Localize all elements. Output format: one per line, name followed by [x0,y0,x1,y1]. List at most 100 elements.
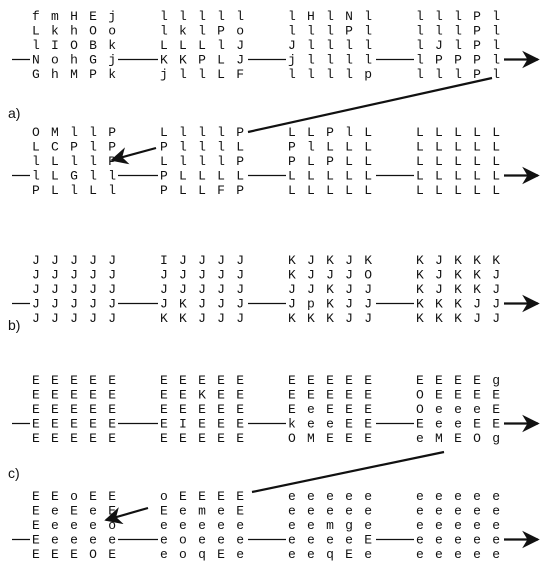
grid-line: JJJJJ [160,268,244,283]
grid-line: EemeE [160,504,244,519]
grid-line: eeeee [288,489,372,504]
grid-line: jllll [288,53,372,68]
grid-line: eeeee [416,547,500,562]
grid-line: KJKKJ [416,268,500,283]
wrap-line [247,76,493,134]
grid-line: eeqEe [288,547,372,562]
grid-line: LLLLL [288,183,372,198]
grid-line: EEEEE [160,431,244,446]
grid-line: OEEEE [416,388,500,403]
grid-line: PlllL [160,140,244,155]
grid-line: JJJJJ [32,282,116,297]
grid-line: lllPl [416,67,500,82]
grid-line: LkhOo [32,24,116,39]
grid-line: KJKKK [416,253,500,268]
grid-line: EEKEE [160,388,244,403]
grid-line: eeeee [416,504,500,519]
grid-line: eeeee [416,533,500,548]
grid-line: PLLFP [160,183,244,198]
grid-line: KJKKJ [416,282,500,297]
panel-label: a) [8,105,20,121]
wrap-line [251,450,445,494]
grid-line: KKJJJ [160,311,244,326]
grid-line: KKKJJ [416,311,500,326]
grid-line: lllll [160,9,244,24]
grid-line: LLLLL [288,169,372,184]
grid-line: JpKJJ [288,297,372,312]
grid-line: Jllll [288,38,372,53]
grid-line: LLLLL [416,140,500,155]
grid-line: EeEEE [288,402,372,417]
grid-line: oEEEE [160,489,244,504]
grid-line: lLllP [32,154,116,169]
grid-line: JKJJJ [160,297,244,312]
grid-line: keeEE [288,417,372,432]
grid-line: eeeee [288,504,372,519]
wrap-arrow [104,506,149,525]
grid-line: LLLLL [416,183,500,198]
grid-line: EEEEE [32,431,116,446]
wrap-arrow [110,146,157,165]
grid-line: JJJJJ [32,297,116,312]
grid-line: EEoEE [32,489,116,504]
grid-line: PLlLl [32,183,116,198]
grid-line: LCPlP [32,140,116,155]
grid-line: LLLlJ [160,38,244,53]
grid-line: LLLLL [416,154,500,169]
grid-line: PlLLL [288,140,372,155]
grid-line: eeeeE [288,533,372,548]
grid-line: KJKJK [288,253,372,268]
grid-line: eeeee [160,518,244,533]
grid-line: lLGll [32,169,116,184]
grid-line: EEEEE [32,388,116,403]
grid-line: eoeee [160,533,244,548]
grid-line: LlllP [160,125,244,140]
grid-line: EEEEE [288,373,372,388]
panel-labels: a) b) c) [8,105,20,481]
grid-line: EEEEE [32,417,116,432]
grid-line: EEEEE [160,402,244,417]
grid-line: JJJJJ [32,253,116,268]
grid-line: JJJJJ [32,311,116,326]
grid-line: eoqEe [160,547,244,562]
grid-line: lPPPl [416,53,500,68]
panel-label: b) [8,317,20,333]
grid-line: KKKJJ [416,297,500,312]
grid-line: JJKJJ [288,282,372,297]
grid-line: lllPl [416,24,500,39]
grid-line: Eeeee [32,533,116,548]
grid-line: lJlPl [416,38,500,53]
grid-line: EEEEE [160,373,244,388]
grid-line: EeeEE [416,417,500,432]
grid-line: Eeeeo [32,518,116,533]
grid-line: KJJJO [288,268,372,283]
grid-line: LLLLL [416,169,500,184]
grid-line: PLLLL [160,169,244,184]
connector-lines [12,50,540,549]
grid-line: KKKJJ [288,311,372,326]
grid-line: lllPl [416,9,500,24]
grid-line: fmHEj [32,9,116,24]
grid-line: EEEOE [32,547,116,562]
grid-line: EEEEg [416,373,500,388]
grid-line: lklPo [160,24,244,39]
panel-label: c) [8,465,20,481]
grid-line: PLPLL [288,154,372,169]
